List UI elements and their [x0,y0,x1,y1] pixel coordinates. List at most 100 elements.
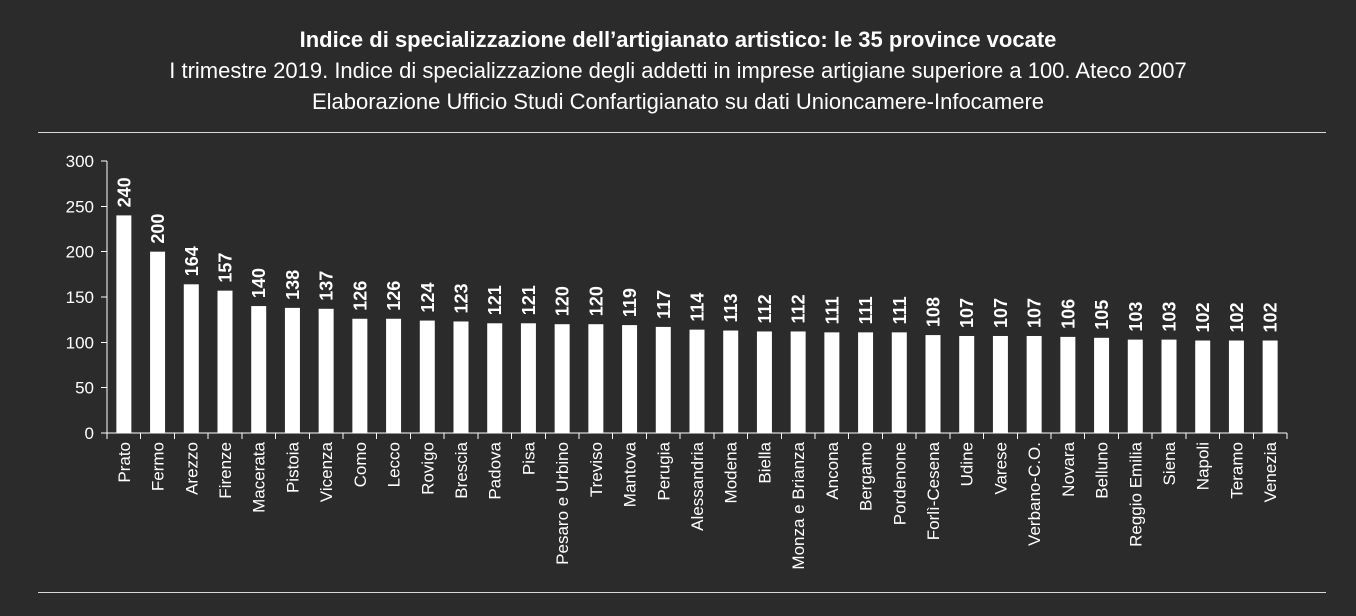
category-labels-group: Prato Fermo Arezzo Firenze Macerata Pistoia Vi… [115,441,1280,569]
data-label: 107 [991,298,1011,328]
category-label: Siena [1160,441,1179,485]
data-label: 124 [418,283,438,313]
category-label: Modena [722,441,741,503]
data-label: 117 [654,290,674,319]
y-tick-label: 150 [66,288,94,307]
category-label: Mantova [621,441,640,507]
bar [251,306,267,433]
bar [318,308,334,433]
data-label: 120 [553,286,573,316]
category-label: Pisa [519,441,538,475]
bar [1228,340,1244,433]
category-label: Verbano-C.O. [1025,442,1044,546]
category-label: Como [351,442,370,487]
category-label: Fermo [149,442,168,491]
data-label: 119 [620,288,640,317]
data-label: 107 [957,298,977,328]
bar [756,331,772,433]
y-tick-label: 50 [75,379,94,398]
bar [150,251,166,433]
category-label: Treviso [587,442,606,497]
category-label: Forlì-Cesena [924,441,943,540]
data-label: 114 [688,293,708,322]
category-label: Padova [486,441,505,499]
category-label: Ancona [823,441,842,499]
category-label: Venezia [1261,441,1280,502]
bars-group [116,215,1278,433]
bar [790,331,806,433]
category-label: Prato [115,442,134,483]
bar [858,332,874,433]
bar [183,284,199,433]
bar [453,321,469,433]
bar [386,318,402,433]
data-label: 102 [1227,302,1247,332]
y-tick-label: 300 [66,152,94,171]
bar [588,324,604,433]
data-label: 126 [384,281,404,311]
data-label: 102 [1193,302,1213,332]
category-label: Biella [755,441,774,483]
bar [959,335,975,433]
data-label: 164 [182,246,202,276]
chart-subtitle-line-1: I trimestre 2019. Indice di specializzaz… [169,58,1187,83]
data-label: 103 [1126,302,1146,332]
data-label: 112 [755,294,775,323]
bar [655,326,671,433]
data-label: 103 [1160,302,1180,332]
y-tick-label: 0 [85,424,94,443]
bar [217,290,233,433]
chart-title: Indice di specializzazione dell’artigian… [299,27,1057,52]
category-label: Brescia [452,441,471,498]
category-label: Pistoia [283,441,302,493]
bar [925,335,941,433]
bar [1161,339,1177,433]
data-label: 111 [890,296,910,324]
data-label: 106 [1058,299,1078,329]
data-label: 108 [924,297,944,327]
category-label: Pesaro e Urbino [553,442,572,565]
category-label: Lecco [385,442,404,487]
data-labels-group: 240 200 164 157 140 138 137 126 126 124 123 121 121 1… [114,177,1280,332]
data-label: 112 [789,294,809,323]
bar [992,335,1008,433]
data-label: 121 [519,285,539,315]
bar [1127,339,1143,433]
data-label: 111 [822,296,842,324]
data-label: 157 [216,253,236,283]
bar [1060,336,1076,433]
data-label: 107 [1025,298,1045,328]
y-tick-label: 100 [66,333,94,352]
data-label: 105 [1092,300,1112,330]
data-label: 111 [856,296,876,324]
category-label: Novara [1059,441,1078,496]
bar [891,332,907,433]
category-label: Pordenone [890,442,909,525]
data-label: 121 [485,285,505,315]
bar [554,324,570,433]
bar [487,323,503,433]
category-label: Vicenza [317,441,336,502]
bar [1195,340,1211,433]
category-label: Bergamo [857,442,876,511]
bar [116,215,132,433]
bar [723,330,739,433]
bar [1262,340,1278,433]
category-label: Firenze [216,442,235,499]
category-label: Reggio Emilia [1126,441,1145,546]
y-tick-label: 200 [66,243,94,262]
data-label: 240 [114,177,134,207]
data-label: 138 [283,270,303,300]
chart-subtitle-line-2: Elaborazione Ufficio Studi Confartigiana… [311,89,1045,114]
category-label: Arezzo [182,442,201,495]
bar [1026,335,1042,433]
bar [1094,337,1110,433]
bar [520,323,536,433]
category-label: Alessandria [688,441,707,530]
bar [419,320,435,433]
data-label: 123 [452,283,472,313]
data-label: 137 [317,271,337,301]
bar [689,329,705,433]
y-tick-label: 250 [66,197,94,216]
